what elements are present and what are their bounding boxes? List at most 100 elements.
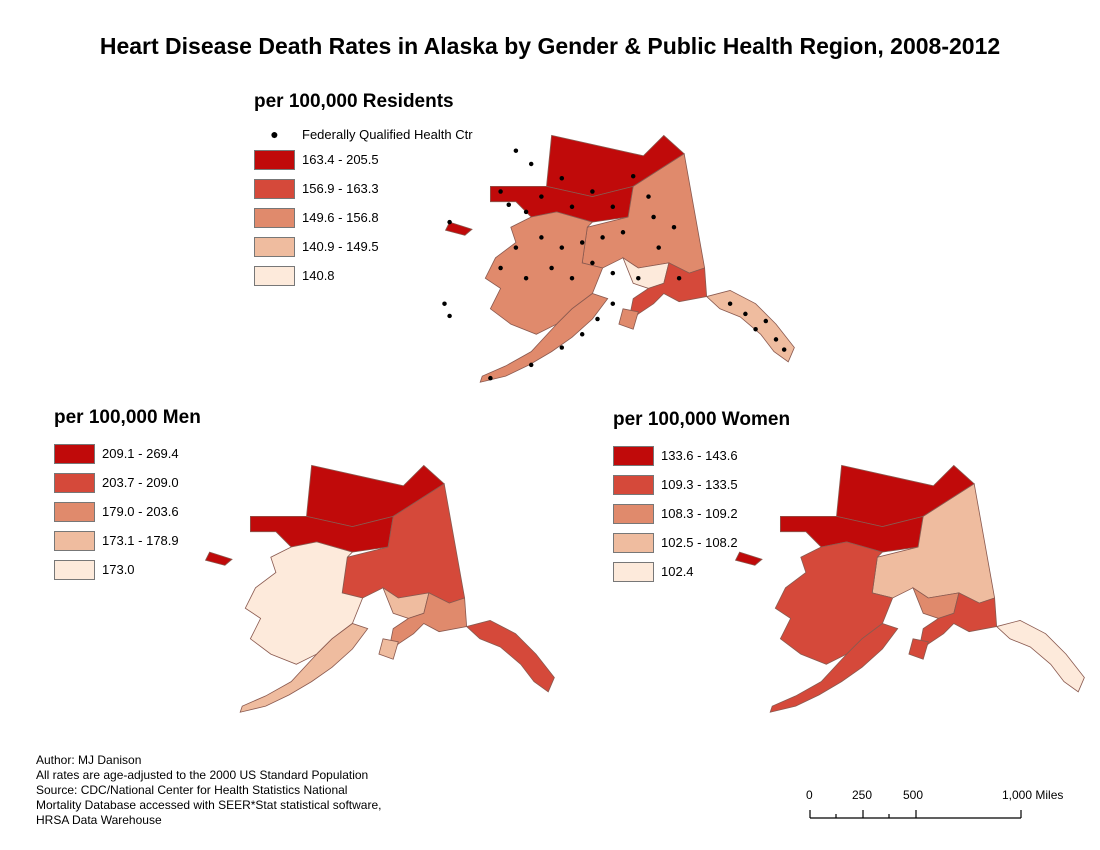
legend-class: 203.7 - 209.0 <box>54 468 201 497</box>
legend-men: per 100,000 Men 209.1 - 269.4 203.7 - 20… <box>54 407 201 584</box>
region-islands <box>908 638 929 660</box>
region-gulf-coast <box>917 592 998 656</box>
legend-class: 140.8 <box>254 261 473 290</box>
health-center-point <box>579 332 585 337</box>
health-center-point <box>549 265 554 271</box>
legend-women: per 100,000 Women 133.6 - 143.6 109.3 - … <box>613 409 790 586</box>
legend-label: 109.3 - 133.5 <box>661 477 738 492</box>
credit-line: HRSA Data Warehouse <box>36 813 162 827</box>
legend-label: 163.4 - 205.5 <box>302 152 379 167</box>
health-center-point <box>559 175 565 181</box>
legend-class: 149.6 - 156.8 <box>254 203 473 232</box>
legend-swatch <box>254 236 295 257</box>
legend-label: 108.3 - 109.2 <box>661 506 738 521</box>
legend-class: 209.1 - 269.4 <box>54 439 201 468</box>
region-southeast <box>705 290 795 363</box>
legend-residents: per 100,000 Residents ● Federally Qualif… <box>254 91 473 290</box>
health-center-point <box>656 245 661 250</box>
health-center-point <box>753 326 758 332</box>
scale-label: 500 <box>903 788 924 802</box>
legend-label: 203.7 - 209.0 <box>102 475 179 490</box>
health-center-point <box>590 260 595 266</box>
legend-label: 173.1 - 178.9 <box>102 533 179 548</box>
legend-swatch <box>54 501 95 522</box>
legend-swatch <box>54 443 95 464</box>
region-peninsula <box>239 623 369 713</box>
health-center-point <box>620 230 626 235</box>
credit-line: Author: MJ Danison <box>36 753 142 767</box>
health-center-point <box>506 202 512 208</box>
legend-label: Federally Qualified Health Ctr <box>302 126 473 142</box>
region-gulf-coast <box>627 262 708 326</box>
legend-class: 102.5 - 108.2 <box>613 528 790 557</box>
women-map <box>734 464 1085 713</box>
legend-class: 102.4 <box>613 557 790 586</box>
legend-swatch <box>254 265 295 286</box>
health-center-point <box>727 301 733 306</box>
legend-swatch <box>613 561 654 582</box>
credit-line: Source: CDC/National Center for Health S… <box>36 783 348 797</box>
health-center-point <box>528 161 534 167</box>
credit-line: Mortality Database accessed with SEER*St… <box>36 798 382 812</box>
health-center-point <box>559 345 565 350</box>
scale-bar-graphic <box>809 810 1022 819</box>
health-center-point <box>442 301 447 306</box>
legend-title: per 100,000 Women <box>613 409 791 430</box>
region-islands <box>618 308 639 330</box>
health-center-point <box>569 275 575 281</box>
legend-swatch <box>254 207 295 228</box>
health-center-point <box>539 235 544 240</box>
region-st-lawrence <box>204 551 233 566</box>
health-center-point <box>595 316 600 322</box>
legend-title: per 100,000 Residents <box>254 91 454 112</box>
health-center-point <box>488 375 493 381</box>
legend-label: 140.9 - 149.5 <box>302 239 379 254</box>
health-center-point <box>559 245 565 250</box>
health-center-point <box>590 189 595 194</box>
legend-swatch <box>54 530 95 551</box>
map-credits: Author: MJ Danison All rates are age-adj… <box>36 753 381 828</box>
legend-class: 173.1 - 178.9 <box>54 526 201 555</box>
region-gulf-coast <box>387 592 468 656</box>
health-center-point <box>610 301 616 306</box>
health-center-point <box>610 204 616 210</box>
legend-label: 140.8 <box>302 268 335 283</box>
health-center-point <box>636 275 641 281</box>
health-center-point <box>773 337 779 342</box>
legend-label: 102.5 - 108.2 <box>661 535 738 550</box>
legend-class: 109.3 - 133.5 <box>613 470 790 499</box>
legend-swatch <box>613 445 654 466</box>
region-southeast <box>465 620 555 693</box>
health-center-point <box>763 318 769 324</box>
health-center-point <box>646 194 651 199</box>
health-center-point <box>498 189 503 194</box>
legend-class: 133.6 - 143.6 <box>613 441 790 470</box>
health-center-point <box>498 265 503 271</box>
health-center-point <box>579 240 585 245</box>
health-center-point <box>447 219 452 225</box>
scale-label: 0 <box>806 788 813 802</box>
scale-label: 1,000 Miles <box>1002 788 1064 802</box>
health-center-point <box>513 148 519 153</box>
credit-line: All rates are age-adjusted to the 2000 U… <box>36 768 369 782</box>
legend-swatch <box>613 503 654 524</box>
region-st-lawrence <box>734 551 763 566</box>
legend-swatch <box>254 178 295 199</box>
health-center-point <box>671 224 677 230</box>
legend-swatch <box>613 474 654 495</box>
legend-swatch <box>54 559 95 580</box>
men-map <box>204 464 555 713</box>
health-center-point <box>781 347 787 352</box>
health-center-point <box>528 362 534 368</box>
legend-label: 179.0 - 203.6 <box>102 504 179 519</box>
health-center-point <box>523 209 529 215</box>
legend-class: 140.9 - 149.5 <box>254 232 473 261</box>
scale-bar: 0 250 500 1,000 Miles <box>800 788 1080 828</box>
health-center-points <box>442 148 787 381</box>
legend-class: 163.4 - 205.5 <box>254 145 473 174</box>
health-center-point <box>651 214 656 220</box>
region-southwest <box>774 541 894 665</box>
region-peninsula <box>479 293 609 383</box>
health-center-point <box>610 270 616 276</box>
region-islands <box>378 638 399 660</box>
